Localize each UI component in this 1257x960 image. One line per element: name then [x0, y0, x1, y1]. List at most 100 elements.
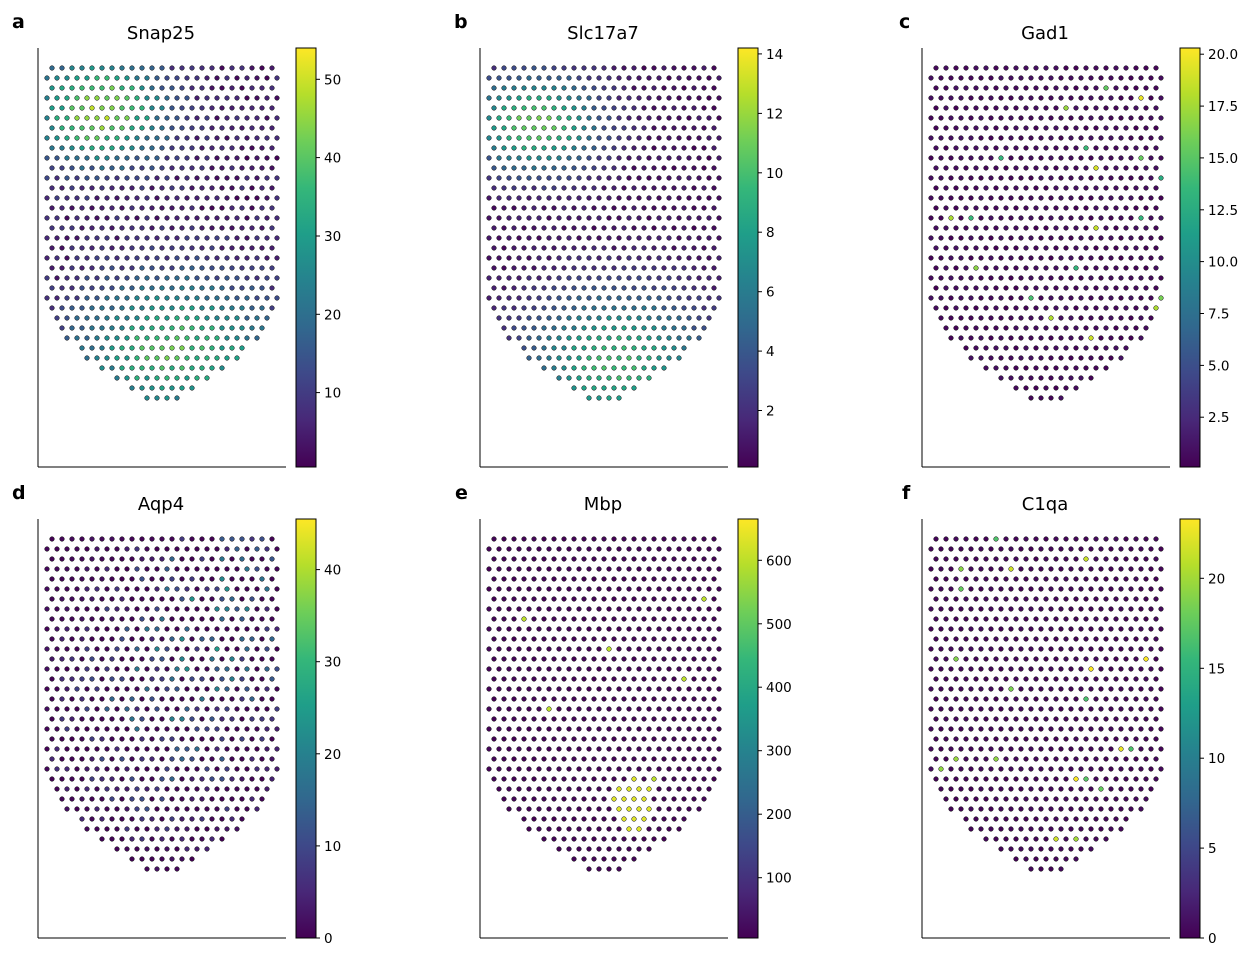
spot-marker	[114, 235, 120, 241]
spot-marker	[1078, 686, 1084, 692]
spot-marker	[521, 796, 527, 802]
spot-marker	[244, 726, 250, 732]
spot-marker	[264, 606, 270, 612]
spot-marker	[691, 576, 697, 582]
spot-marker	[1028, 866, 1034, 872]
spot-marker	[64, 666, 70, 672]
spot-marker	[646, 235, 652, 241]
spot-marker	[1098, 315, 1104, 321]
spot-marker	[606, 726, 612, 732]
spot-marker	[74, 666, 80, 672]
spot-marker	[209, 105, 215, 111]
spot-marker	[134, 215, 140, 221]
spot-marker	[219, 145, 225, 151]
spot-marker	[109, 836, 115, 842]
spot-marker	[928, 746, 934, 752]
spot-marker	[269, 696, 275, 702]
spot-marker	[199, 65, 205, 71]
spot-marker	[224, 766, 230, 772]
spot-marker	[109, 616, 115, 622]
spot-marker	[259, 305, 265, 311]
spot-marker	[621, 285, 627, 291]
spot-marker	[44, 135, 50, 141]
spot-marker	[209, 636, 215, 642]
spot-marker	[711, 85, 717, 91]
spot-marker	[1128, 95, 1134, 101]
spot-marker	[1003, 716, 1009, 722]
spot-marker	[1153, 716, 1159, 722]
spot-marker	[611, 756, 617, 762]
spot-marker	[546, 235, 552, 241]
spot-marker	[1003, 836, 1009, 842]
spot-marker	[1103, 85, 1109, 91]
spot-marker	[676, 546, 682, 552]
spot-marker	[636, 626, 642, 632]
spot-marker	[566, 766, 572, 772]
spot-marker	[1003, 285, 1009, 291]
spot-marker	[566, 806, 572, 812]
colorbar-tick-label: 14	[766, 47, 783, 63]
colorbar-tick-label: 2	[766, 404, 775, 420]
spot-marker	[1038, 395, 1044, 401]
spot-marker	[1098, 275, 1104, 281]
spot-marker	[144, 546, 150, 552]
spot-marker	[54, 75, 60, 81]
spot-marker	[566, 686, 572, 692]
spot-marker	[1038, 546, 1044, 552]
spot-marker	[586, 826, 592, 832]
spot-marker	[606, 275, 612, 281]
spot-marker	[129, 676, 135, 682]
spot-marker	[1103, 656, 1109, 662]
spot-marker	[716, 686, 722, 692]
spot-marker	[1158, 175, 1164, 181]
spot-marker	[686, 195, 692, 201]
spot-marker	[164, 235, 170, 241]
spot-marker	[621, 756, 627, 762]
spot-marker	[491, 285, 497, 291]
spot-marker	[109, 736, 115, 742]
spot-marker	[1018, 135, 1024, 141]
spot-marker	[1143, 756, 1149, 762]
spot-marker	[244, 606, 250, 612]
spot-marker	[973, 345, 979, 351]
spot-marker	[581, 576, 587, 582]
spot-marker	[983, 265, 989, 271]
spot-marker	[1063, 616, 1069, 622]
spot-marker	[696, 295, 702, 301]
spot-marker	[184, 335, 190, 341]
spot-marker	[154, 95, 160, 101]
spot-marker	[938, 546, 944, 552]
spot-marker	[214, 726, 220, 732]
spot-marker	[928, 686, 934, 692]
spot-marker	[209, 536, 215, 542]
spot-marker	[611, 616, 617, 622]
spot-marker	[581, 85, 587, 91]
spot-marker	[149, 776, 155, 782]
spot-marker	[1128, 786, 1134, 792]
spot-marker	[1048, 806, 1054, 812]
spot-marker	[1018, 786, 1024, 792]
spot-marker	[636, 786, 642, 792]
spot-marker	[1053, 165, 1059, 171]
spot-marker	[953, 636, 959, 642]
spot-marker	[998, 115, 1004, 121]
spot-marker	[676, 315, 682, 321]
spot-marker	[1103, 65, 1109, 71]
spot-marker	[209, 596, 215, 602]
spot-marker	[189, 145, 195, 151]
spot-marker	[526, 115, 532, 121]
spot-marker	[596, 375, 602, 381]
spot-marker	[54, 95, 60, 101]
spot-marker	[486, 746, 492, 752]
spot-marker	[676, 686, 682, 692]
spot-marker	[1008, 606, 1014, 612]
spot-marker	[159, 596, 165, 602]
spot-marker	[716, 75, 722, 81]
spot-marker	[546, 195, 552, 201]
spot-marker	[531, 325, 537, 331]
spot-marker	[646, 826, 652, 832]
spot-marker	[938, 666, 944, 672]
spot-marker	[94, 355, 100, 361]
spot-marker	[1098, 215, 1104, 221]
